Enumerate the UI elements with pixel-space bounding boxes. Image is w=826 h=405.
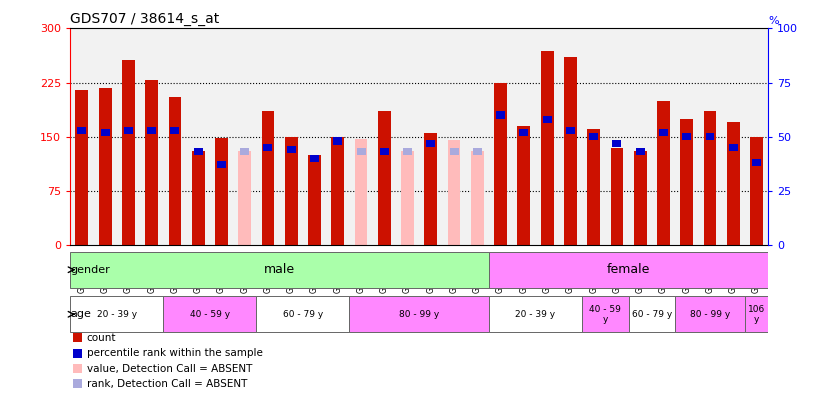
Bar bbox=[217, 161, 226, 168]
Bar bbox=[124, 127, 133, 134]
Bar bbox=[520, 129, 529, 136]
Text: 20 - 39 y: 20 - 39 y bbox=[515, 310, 556, 319]
Bar bbox=[750, 136, 763, 245]
Bar bbox=[589, 133, 598, 140]
Bar bbox=[147, 127, 156, 134]
Bar bbox=[239, 151, 251, 245]
Text: value, Detection Call = ABSENT: value, Detection Call = ABSENT bbox=[87, 364, 252, 373]
Bar bbox=[170, 127, 179, 134]
Bar bbox=[472, 148, 482, 156]
Bar bbox=[610, 147, 624, 245]
Bar bbox=[612, 140, 621, 147]
Bar bbox=[629, 296, 675, 332]
Bar bbox=[70, 252, 489, 288]
Bar bbox=[262, 111, 274, 245]
Bar bbox=[380, 148, 389, 156]
Bar bbox=[333, 137, 342, 145]
Bar bbox=[752, 159, 761, 166]
Bar bbox=[471, 151, 484, 245]
Bar bbox=[425, 133, 437, 245]
Text: count: count bbox=[87, 333, 116, 343]
Bar bbox=[745, 296, 768, 332]
Text: 40 - 59
y: 40 - 59 y bbox=[590, 305, 621, 324]
Text: 106
y: 106 y bbox=[748, 305, 765, 324]
Bar bbox=[403, 148, 412, 156]
Text: age: age bbox=[70, 309, 92, 319]
Bar bbox=[681, 119, 693, 245]
Bar bbox=[357, 148, 366, 156]
Bar bbox=[169, 97, 181, 245]
Bar bbox=[494, 83, 507, 245]
Text: percentile rank within the sample: percentile rank within the sample bbox=[87, 348, 263, 358]
Bar bbox=[192, 151, 205, 245]
Bar bbox=[426, 140, 435, 147]
Bar bbox=[729, 144, 738, 151]
Bar bbox=[448, 140, 460, 245]
Text: 20 - 39 y: 20 - 39 y bbox=[97, 310, 137, 319]
Text: GDS707 / 38614_s_at: GDS707 / 38614_s_at bbox=[70, 12, 220, 26]
Text: male: male bbox=[264, 263, 295, 276]
Bar bbox=[99, 87, 112, 245]
Bar bbox=[704, 111, 716, 245]
Bar bbox=[378, 111, 391, 245]
Bar bbox=[682, 133, 691, 140]
Bar bbox=[193, 148, 202, 156]
Bar bbox=[145, 80, 158, 245]
Bar bbox=[543, 116, 552, 123]
Bar bbox=[449, 148, 458, 156]
Bar bbox=[331, 136, 344, 245]
Bar bbox=[518, 126, 530, 245]
Bar bbox=[354, 139, 368, 245]
Text: gender: gender bbox=[70, 265, 110, 275]
Bar bbox=[496, 111, 506, 119]
Bar bbox=[636, 148, 645, 156]
Bar bbox=[657, 100, 670, 245]
Text: %: % bbox=[768, 16, 779, 26]
Bar bbox=[587, 130, 600, 245]
Bar bbox=[263, 144, 273, 151]
Bar bbox=[401, 151, 414, 245]
Text: 80 - 99 y: 80 - 99 y bbox=[690, 310, 730, 319]
Bar bbox=[541, 51, 553, 245]
Text: 40 - 59 y: 40 - 59 y bbox=[190, 310, 230, 319]
Text: female: female bbox=[607, 263, 650, 276]
Bar bbox=[489, 296, 582, 332]
Bar bbox=[310, 155, 319, 162]
Bar bbox=[659, 129, 668, 136]
Text: rank, Detection Call = ABSENT: rank, Detection Call = ABSENT bbox=[87, 379, 247, 389]
Bar bbox=[78, 127, 87, 134]
Bar bbox=[349, 296, 489, 332]
Bar bbox=[564, 57, 577, 245]
Text: 80 - 99 y: 80 - 99 y bbox=[399, 310, 439, 319]
Bar bbox=[287, 146, 296, 153]
Bar bbox=[256, 296, 349, 332]
Bar bbox=[75, 90, 88, 245]
Bar bbox=[705, 133, 714, 140]
Bar bbox=[285, 136, 297, 245]
Bar bbox=[566, 127, 575, 134]
Bar bbox=[101, 129, 110, 136]
Bar bbox=[727, 122, 739, 245]
Bar bbox=[582, 296, 629, 332]
Bar bbox=[215, 138, 228, 245]
Bar bbox=[70, 296, 164, 332]
Bar bbox=[675, 296, 745, 332]
Bar bbox=[634, 151, 647, 245]
Bar bbox=[489, 252, 768, 288]
Bar bbox=[240, 148, 249, 156]
Text: 60 - 79 y: 60 - 79 y bbox=[282, 310, 323, 319]
Bar bbox=[122, 60, 135, 245]
Bar bbox=[308, 155, 320, 245]
Bar bbox=[164, 296, 256, 332]
Text: 60 - 79 y: 60 - 79 y bbox=[632, 310, 672, 319]
